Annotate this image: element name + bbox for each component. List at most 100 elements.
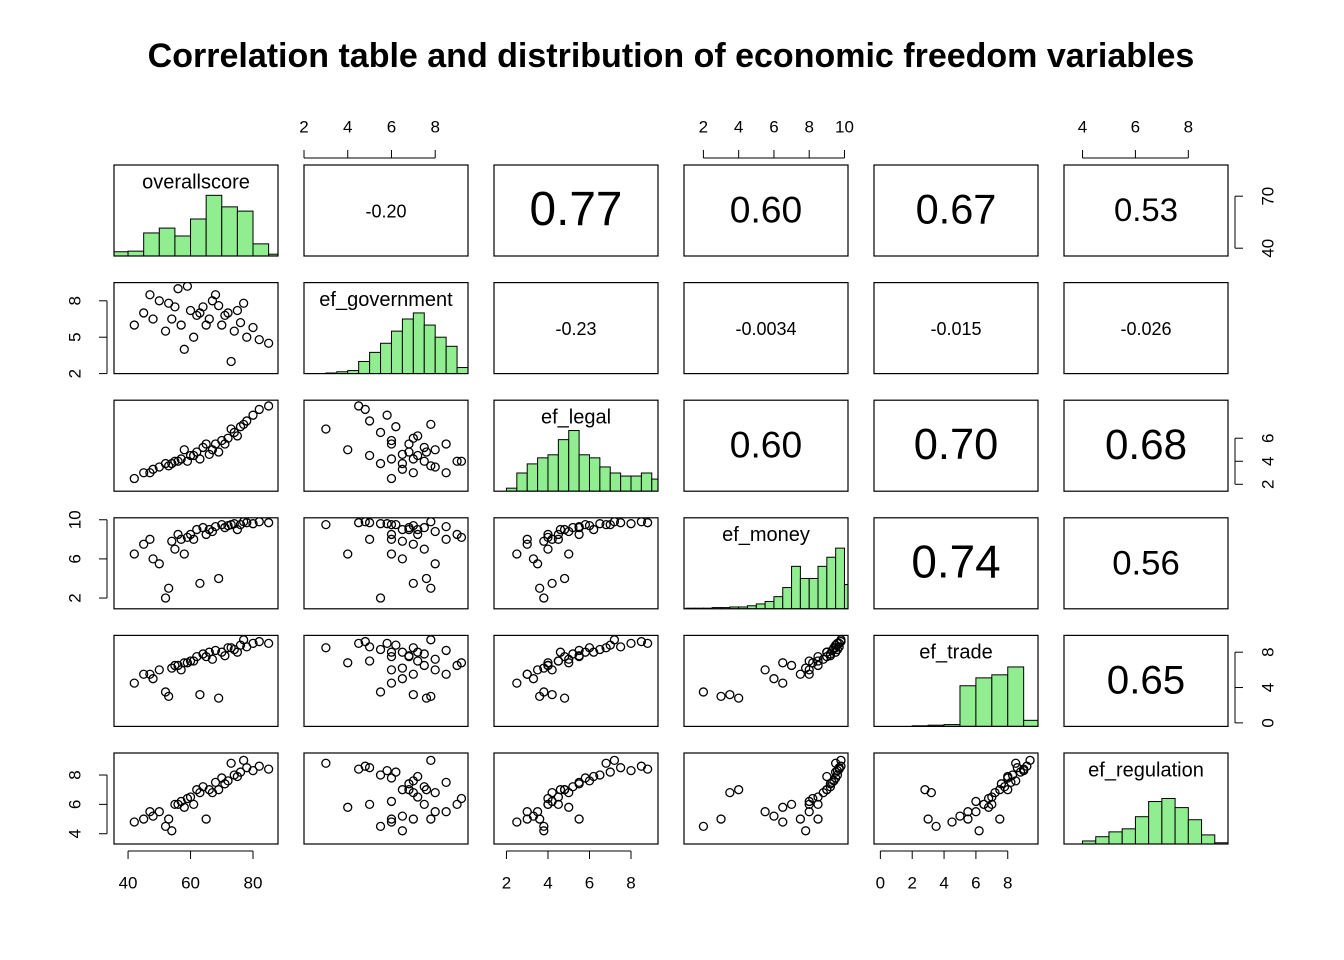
x-tick-label: 8 — [626, 873, 635, 892]
point — [160, 593, 171, 603]
correlation: 0.60 — [730, 424, 802, 466]
point — [164, 814, 174, 824]
point — [182, 456, 193, 466]
hist-bar — [205, 194, 223, 256]
point — [139, 669, 149, 679]
point — [642, 518, 653, 528]
point — [386, 519, 397, 530]
point — [725, 689, 735, 700]
y-tick-label: 6 — [1258, 433, 1277, 442]
panel-border — [493, 752, 659, 845]
point — [408, 814, 418, 824]
hist-bar — [799, 577, 810, 609]
point — [364, 534, 375, 544]
panel-border — [873, 752, 1039, 845]
point — [189, 534, 199, 544]
panel-border — [873, 399, 1039, 492]
point — [430, 654, 440, 664]
point — [386, 439, 397, 449]
point — [360, 517, 370, 527]
point — [822, 647, 832, 657]
point — [430, 462, 440, 472]
point — [391, 422, 401, 432]
point — [543, 532, 553, 543]
point — [626, 638, 636, 649]
point — [148, 314, 158, 324]
point — [825, 779, 836, 789]
point — [391, 519, 401, 530]
panel-border — [113, 399, 279, 492]
point — [354, 764, 364, 774]
point — [343, 445, 353, 455]
point — [189, 799, 199, 810]
point — [386, 814, 397, 824]
point — [201, 529, 211, 540]
point — [532, 559, 543, 569]
point — [813, 656, 823, 666]
point — [601, 758, 611, 768]
point — [386, 549, 397, 559]
point — [778, 817, 788, 827]
point — [254, 404, 264, 415]
point — [179, 658, 189, 668]
point — [539, 826, 549, 836]
point — [213, 693, 224, 703]
point — [716, 814, 726, 824]
point — [408, 643, 418, 653]
point — [164, 691, 174, 702]
point — [574, 779, 584, 789]
panel — [321, 755, 467, 836]
point — [375, 427, 386, 438]
hist-bar — [764, 601, 775, 609]
point — [397, 811, 408, 821]
point — [574, 651, 584, 662]
panel-border — [113, 164, 279, 257]
point — [182, 793, 193, 804]
point — [220, 310, 230, 321]
point — [364, 450, 375, 461]
panel-border — [493, 399, 659, 492]
point — [408, 787, 418, 798]
point — [441, 807, 451, 817]
point — [386, 473, 397, 484]
point — [226, 424, 236, 434]
hist-bar — [620, 475, 632, 492]
point — [609, 517, 620, 527]
point — [226, 356, 236, 367]
point — [321, 758, 331, 768]
point — [553, 529, 564, 540]
point — [996, 779, 1007, 789]
point — [456, 532, 467, 543]
panel-border — [113, 517, 279, 610]
point — [1007, 770, 1018, 780]
point — [615, 518, 626, 528]
point — [421, 785, 432, 795]
point — [419, 544, 429, 554]
correlation: 0.77 — [530, 183, 623, 236]
point — [588, 524, 599, 535]
hist-bar — [423, 324, 436, 374]
point — [588, 771, 599, 782]
point — [920, 785, 930, 795]
hist-bar — [445, 345, 458, 374]
hist-bar — [456, 367, 468, 374]
point — [955, 811, 965, 821]
point — [364, 518, 375, 528]
point — [725, 787, 735, 798]
point — [201, 439, 211, 449]
x-tick-label: 2 — [907, 873, 916, 892]
correlation: 0.67 — [916, 185, 997, 232]
x-tick-label: 4 — [734, 117, 743, 136]
hist-bar — [537, 457, 549, 492]
correlation: -0.20 — [365, 201, 406, 221]
hist-bar — [369, 351, 382, 374]
point — [397, 554, 408, 564]
point — [263, 638, 274, 649]
point — [430, 787, 440, 798]
point — [248, 322, 258, 333]
point — [173, 456, 183, 466]
point — [564, 526, 574, 537]
point — [220, 439, 230, 449]
point — [226, 758, 236, 768]
hist-bar — [390, 330, 403, 374]
